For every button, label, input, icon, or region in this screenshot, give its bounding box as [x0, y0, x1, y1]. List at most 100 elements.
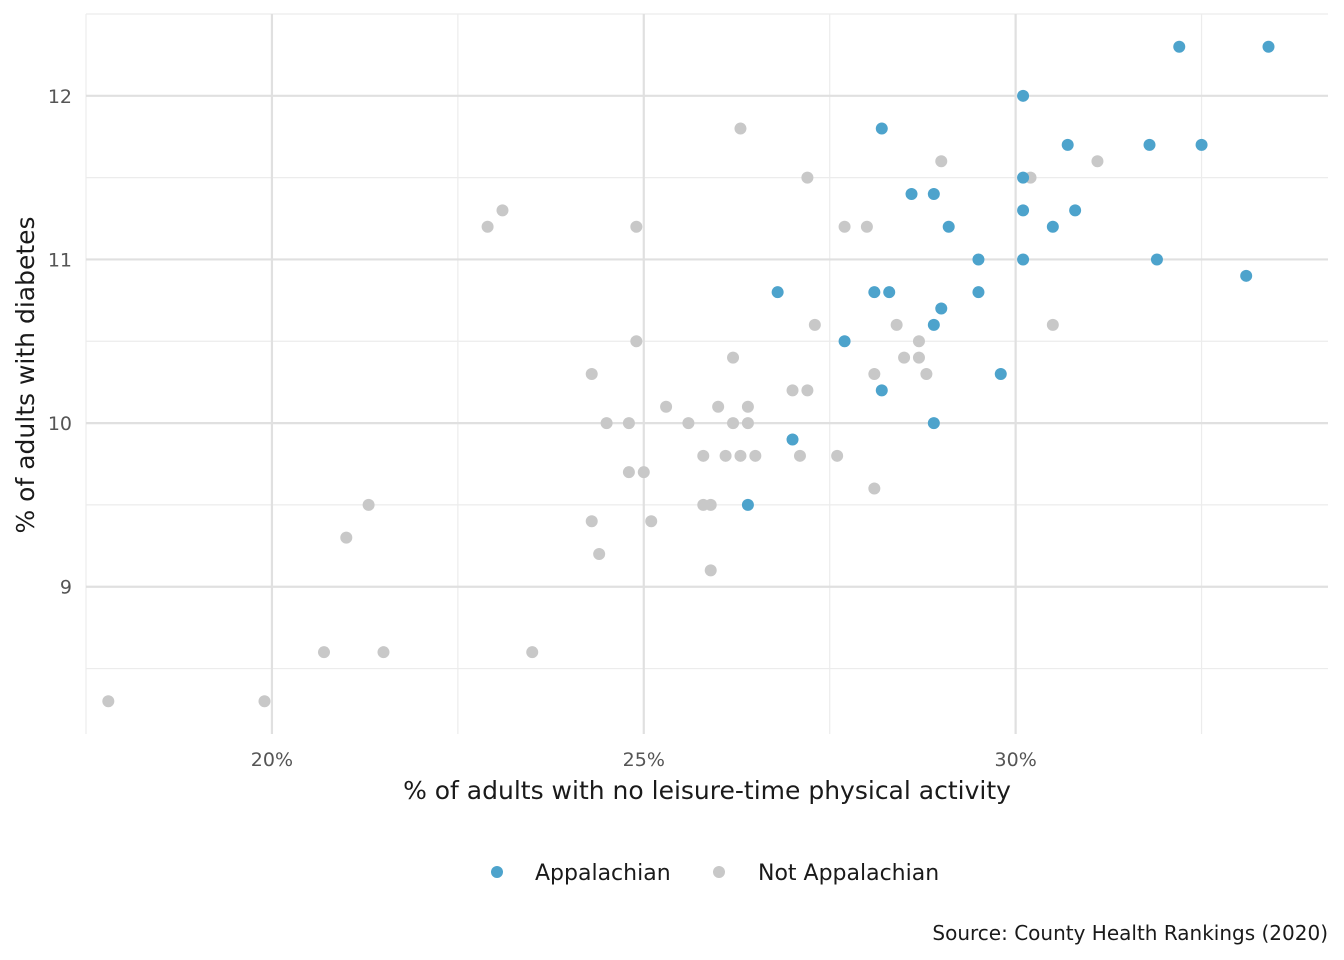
point-not-appalachian: [637, 466, 650, 479]
point-not-appalachian: [860, 220, 873, 233]
point-appalachian: [1061, 138, 1074, 151]
point-not-appalachian: [786, 384, 799, 397]
point-appalachian: [883, 286, 896, 299]
point-appalachian: [1262, 40, 1275, 53]
legend-label-not-appalachian: Not Appalachian: [758, 861, 939, 886]
x-axis-ticks: 20% 25% 30%: [251, 749, 1037, 771]
point-not-appalachian: [801, 171, 814, 184]
y-tick-label: 12: [48, 86, 72, 108]
point-appalachian: [1195, 138, 1208, 151]
x-tick-label: 20%: [251, 749, 293, 771]
point-appalachian: [1017, 171, 1030, 184]
point-appalachian: [994, 368, 1007, 380]
point-not-appalachian: [912, 351, 925, 364]
point-not-appalachian: [585, 515, 598, 528]
point-not-appalachian: [719, 449, 732, 462]
point-appalachian: [838, 335, 851, 348]
point-not-appalachian: [712, 400, 725, 413]
point-appalachian: [1017, 89, 1030, 102]
point-not-appalachian: [868, 482, 881, 495]
point-appalachian: [905, 188, 918, 200]
y-axis-ticks: 9 10 11 12: [48, 86, 72, 599]
point-appalachian: [786, 433, 799, 446]
point-not-appalachian: [600, 417, 613, 430]
y-tick-label: 9: [60, 577, 72, 599]
point-not-appalachian: [868, 368, 881, 380]
point-appalachian: [1150, 253, 1163, 266]
point-not-appalachian: [727, 417, 740, 430]
point-not-appalachian: [704, 564, 717, 577]
point-not-appalachian: [645, 515, 658, 528]
point-appalachian: [1240, 269, 1253, 282]
point-not-appalachian: [340, 531, 353, 544]
point-not-appalachian: [593, 548, 606, 560]
point-not-appalachian: [660, 400, 673, 413]
point-not-appalachian: [697, 449, 710, 462]
point-not-appalachian: [727, 351, 740, 364]
point-appalachian: [875, 384, 888, 397]
point-not-appalachian: [808, 318, 821, 331]
x-tick-label: 30%: [995, 749, 1037, 771]
point-not-appalachian: [362, 498, 375, 511]
point-not-appalachian: [630, 220, 643, 233]
grid-lines: [85, 13, 1328, 734]
point-appalachian: [1143, 138, 1156, 151]
point-not-appalachian: [258, 695, 271, 708]
legend: Appalachian Not Appalachian: [491, 861, 939, 886]
point-not-appalachian: [741, 417, 754, 430]
point-not-appalachian: [682, 417, 695, 430]
point-not-appalachian: [526, 646, 539, 659]
x-tick-label: 25%: [623, 749, 665, 771]
point-not-appalachian: [741, 400, 754, 413]
point-not-appalachian: [377, 646, 390, 659]
point-appalachian: [927, 417, 940, 430]
point-not-appalachian: [749, 449, 762, 462]
point-not-appalachian: [793, 449, 806, 462]
point-not-appalachian: [1091, 155, 1104, 168]
point-appalachian: [1069, 204, 1082, 217]
legend-marker-not-appalachian: [713, 866, 725, 878]
point-appalachian: [927, 318, 940, 331]
point-appalachian: [771, 286, 784, 299]
point-appalachian: [741, 498, 754, 511]
point-not-appalachian: [102, 695, 115, 708]
point-appalachian: [972, 253, 985, 266]
point-appalachian: [942, 220, 955, 233]
point-not-appalachian: [912, 335, 925, 348]
point-appalachian: [868, 286, 881, 299]
point-not-appalachian: [496, 204, 509, 217]
point-not-appalachian: [734, 122, 747, 135]
point-not-appalachian: [920, 368, 933, 380]
point-not-appalachian: [935, 155, 948, 168]
y-axis-title: % of adults with diabetes: [11, 216, 40, 533]
point-not-appalachian: [704, 498, 717, 511]
point-not-appalachian: [831, 449, 844, 462]
point-not-appalachian: [838, 220, 851, 233]
point-not-appalachian: [622, 417, 635, 430]
point-not-appalachian: [317, 646, 330, 659]
point-appalachian: [935, 302, 948, 315]
point-not-appalachian: [481, 220, 494, 233]
y-tick-label: 11: [48, 249, 72, 271]
point-not-appalachian: [890, 318, 903, 331]
point-appalachian: [875, 122, 888, 135]
point-not-appalachian: [898, 351, 911, 364]
point-not-appalachian: [630, 335, 643, 348]
point-appalachian: [972, 286, 985, 299]
y-tick-label: 10: [48, 413, 72, 435]
point-not-appalachian: [622, 466, 635, 479]
point-appalachian: [1173, 40, 1186, 53]
data-points: [102, 40, 1275, 708]
x-axis-title: % of adults with no leisure-time physica…: [403, 776, 1011, 805]
point-not-appalachian: [585, 368, 598, 380]
legend-label-appalachian: Appalachian: [535, 861, 671, 886]
point-appalachian: [927, 188, 940, 200]
point-appalachian: [1017, 253, 1030, 266]
point-appalachian: [1046, 220, 1059, 233]
point-not-appalachian: [734, 449, 747, 462]
source-caption: Source: County Health Rankings (2020): [932, 921, 1328, 945]
legend-marker-appalachian: [491, 866, 503, 878]
point-appalachian: [1017, 204, 1030, 217]
point-not-appalachian: [1046, 318, 1059, 331]
